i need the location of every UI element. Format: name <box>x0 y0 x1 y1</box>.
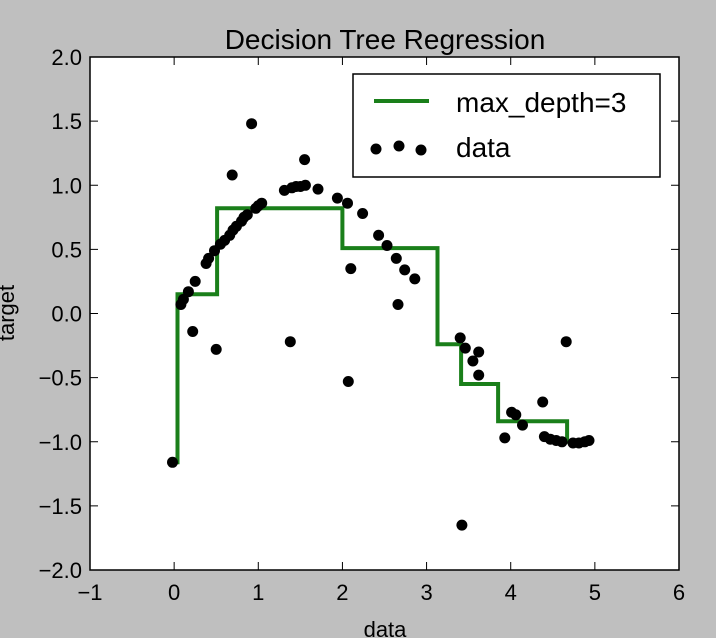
data-point <box>331 192 343 204</box>
x-axis-label: data <box>364 617 408 638</box>
legend-box <box>352 73 661 178</box>
x-tick-label: 1 <box>252 580 264 605</box>
data-point <box>390 252 402 264</box>
data-point <box>357 208 369 219</box>
data-point <box>473 346 485 358</box>
y-tick-labels: −2.0 −1.5 −1.0 −0.5 0.0 0.5 1.0 1.5 2.0 <box>39 45 82 583</box>
x-tick-labels: −1 0 1 2 3 4 5 6 <box>77 580 685 605</box>
x-tick-label: −1 <box>77 580 102 605</box>
data-point <box>312 183 324 195</box>
x-tick-label: 4 <box>505 580 517 605</box>
legend: max_depth=3 data <box>352 73 661 178</box>
data-point <box>299 154 311 166</box>
data-point <box>187 326 199 337</box>
data-point <box>226 169 238 181</box>
step-line-max-depth-3 <box>174 206 593 465</box>
legend-marker-2 <box>393 140 405 152</box>
x-tick-label: 6 <box>673 580 685 605</box>
data-point <box>299 179 311 191</box>
data-point <box>499 432 511 444</box>
plot-frame <box>89 56 680 571</box>
data-point <box>583 435 595 446</box>
data-point <box>342 197 353 209</box>
data-point <box>454 332 466 344</box>
y-tick-label: −1.5 <box>39 494 82 519</box>
x-tick-label: 2 <box>336 580 348 605</box>
data-point <box>399 264 411 276</box>
data-point <box>167 456 178 468</box>
chart-title: Decision Tree Regression <box>225 24 546 55</box>
y-tick-label: −2.0 <box>39 558 82 583</box>
data-point <box>510 409 522 421</box>
y-axis-label: target <box>0 285 19 341</box>
y-tick-label: 1.5 <box>51 109 82 134</box>
data-point <box>256 197 268 209</box>
data-point <box>241 209 253 221</box>
data-point <box>210 343 222 355</box>
data-point <box>373 229 385 241</box>
data-point <box>409 273 421 285</box>
data-point <box>345 263 357 275</box>
data-point <box>473 369 485 381</box>
legend-label-data: data <box>456 132 511 163</box>
data-point <box>537 396 549 408</box>
legend-marker-1 <box>370 143 382 155</box>
data-point <box>459 342 471 354</box>
legend-label-max-depth: max_depth=3 <box>456 87 626 118</box>
data-point <box>203 252 215 264</box>
y-tick-label: −1.0 <box>39 430 82 455</box>
data-point <box>246 118 258 130</box>
data-point <box>381 240 393 251</box>
x-tick-label: 0 <box>168 580 180 605</box>
data-point <box>182 286 194 298</box>
data-point <box>560 336 572 348</box>
x-tick-label: 5 <box>589 580 601 605</box>
data-point <box>456 519 468 531</box>
y-tick-label: −0.5 <box>39 366 82 391</box>
data-point <box>556 436 568 448</box>
y-tick-label: 0.0 <box>51 302 82 327</box>
y-tick-label: 0.5 <box>51 237 82 262</box>
y-tick-label: 1.0 <box>51 173 82 198</box>
data-point <box>284 336 296 348</box>
data-point <box>517 419 528 431</box>
series-layer <box>167 118 595 531</box>
data-point <box>189 275 201 287</box>
x-tick-label: 3 <box>420 580 432 605</box>
y-tick-label: 2.0 <box>51 45 82 70</box>
legend-marker-3 <box>415 144 427 156</box>
data-point <box>342 376 354 387</box>
data-point <box>467 355 479 367</box>
data-point <box>392 299 404 310</box>
